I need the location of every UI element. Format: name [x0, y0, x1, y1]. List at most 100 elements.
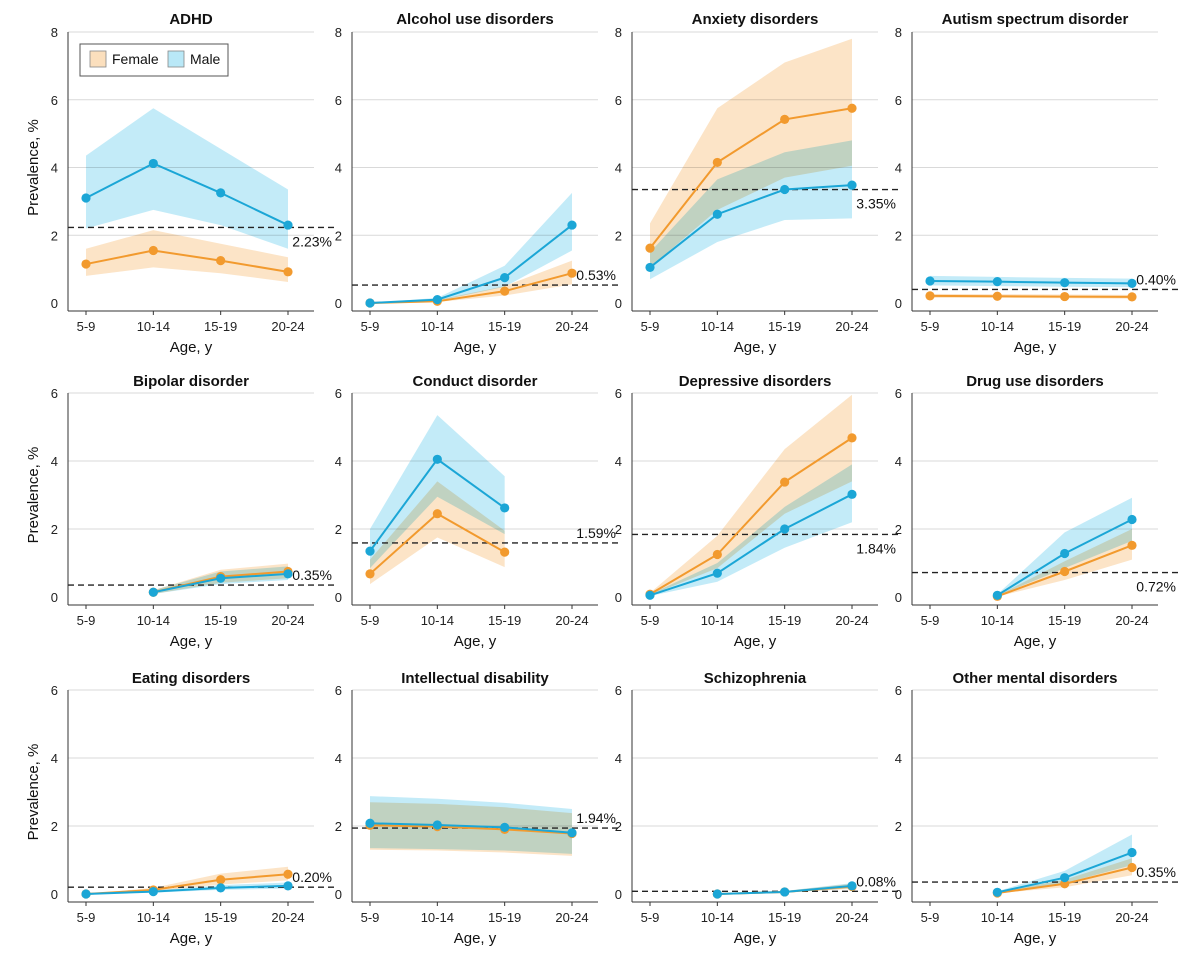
panel-other-mental-disorders: 0 2 4 6 5-9 10-14 15-19 20-24 Age, y Other mental… — [895, 670, 1180, 947]
female-ci-band — [650, 394, 852, 596]
y-tick-label: 2 — [615, 819, 622, 834]
y-tick-label: 0 — [51, 887, 58, 902]
female-data-point — [780, 114, 790, 124]
panel-title: Depressive disorders — [679, 373, 832, 390]
y-tick-label: 8 — [335, 25, 342, 40]
female-series-line — [649, 437, 853, 596]
legend-label-female: Female — [112, 51, 159, 67]
y-tick-label: 4 — [895, 161, 902, 176]
overall-prevalence-label: 0.40% — [1136, 271, 1176, 287]
x-axis-title: Age, y — [170, 930, 213, 947]
y-tick-label: 6 — [51, 683, 58, 698]
x-tick-label: 10-14 — [421, 613, 454, 628]
male-data-point — [283, 569, 293, 579]
x-tick-label: 5-9 — [77, 910, 96, 925]
female-data-point — [283, 869, 293, 879]
x-axis-title: Age, y — [454, 930, 497, 947]
panel-title: Conduct disorder — [412, 373, 537, 390]
y-tick-label: 4 — [335, 751, 342, 766]
y-tick-label: 4 — [615, 161, 622, 176]
x-tick-label: 10-14 — [701, 319, 734, 334]
y-tick-label: 0 — [895, 590, 902, 605]
x-tick-label: 15-19 — [204, 319, 237, 334]
panel-drug-use-disorders: 0 2 4 6 5-9 10-14 15-19 20-24 Age, y Drug use dis… — [895, 373, 1180, 650]
female-ci-band — [370, 260, 572, 303]
male-series-line — [369, 224, 573, 304]
male-data-point — [712, 209, 722, 219]
male-series-line — [929, 279, 1133, 285]
female-data-point — [283, 267, 293, 277]
male-ci-band — [650, 140, 852, 280]
male-data-point — [216, 573, 226, 583]
male-data-point — [567, 220, 577, 230]
x-tick-label: 5-9 — [921, 319, 940, 334]
overall-prevalence-label: 1.59% — [576, 525, 616, 541]
x-tick-label: 10-14 — [981, 910, 1014, 925]
male-data-point — [1060, 548, 1070, 559]
x-tick-label: 10-14 — [421, 910, 454, 925]
x-tick-label: 5-9 — [921, 910, 940, 925]
y-tick-label: 6 — [335, 93, 342, 108]
x-tick-label: 15-19 — [1048, 613, 1081, 628]
male-data-point — [780, 524, 790, 534]
x-tick-label: 20-24 — [555, 319, 588, 334]
male-data-point — [148, 587, 158, 597]
overall-prevalence-label: 0.35% — [1136, 864, 1176, 880]
y-tick-label: 6 — [615, 386, 622, 401]
x-tick-label: 15-19 — [1048, 319, 1081, 334]
x-tick-label: 5-9 — [641, 910, 660, 925]
y-tick-label: 0 — [895, 296, 902, 311]
female-data-point — [365, 569, 375, 579]
y-tick-label: 2 — [51, 819, 58, 834]
y-tick-label: 6 — [895, 93, 902, 108]
overall-prevalence-label: 0.08% — [856, 873, 896, 889]
y-tick-label: 4 — [335, 454, 342, 469]
female-data-point — [216, 256, 226, 266]
x-tick-label: 10-14 — [137, 319, 170, 334]
x-tick-label: 20-24 — [555, 613, 588, 628]
male-data-point — [1060, 873, 1070, 883]
overall-prevalence-label: 0.53% — [576, 267, 616, 283]
x-tick-label: 20-24 — [1115, 319, 1148, 334]
x-axis-title: Age, y — [734, 633, 777, 650]
male-data-point — [1127, 847, 1137, 858]
x-tick-label: 5-9 — [361, 613, 380, 628]
y-tick-label: 4 — [51, 751, 58, 766]
y-tick-label: 4 — [51, 454, 58, 469]
y-tick-label: 4 — [335, 161, 342, 176]
panel-title: Autism spectrum disorder — [942, 11, 1129, 28]
x-tick-label: 5-9 — [77, 319, 96, 334]
female-ci-band — [370, 481, 505, 585]
y-tick-label: 0 — [615, 590, 622, 605]
y-tick-label: 4 — [895, 751, 902, 766]
male-data-point — [500, 822, 510, 832]
x-tick-label: 15-19 — [204, 613, 237, 628]
x-tick-label: 10-14 — [137, 613, 170, 628]
y-tick-label: 8 — [51, 25, 58, 40]
panel-title: Bipolar disorder — [133, 373, 249, 390]
panel-conduct-disorder: 0 2 4 6 5-9 10-14 15-19 20-24 Age, y Conduct diso… — [335, 373, 620, 650]
y-tick-label: 6 — [51, 93, 58, 108]
x-axis-title: Age, y — [734, 339, 777, 356]
male-data-point — [283, 881, 293, 891]
panel-title: ADHD — [169, 11, 212, 28]
male-data-point — [1127, 278, 1137, 288]
female-data-point — [712, 157, 722, 168]
female-data-point — [148, 245, 158, 256]
y-tick-label: 6 — [615, 683, 622, 698]
male-series-line — [369, 822, 573, 834]
y-tick-label: 6 — [895, 683, 902, 698]
x-tick-label: 20-24 — [271, 319, 304, 334]
x-axis-title: Age, y — [1014, 339, 1057, 356]
overall-prevalence-label: 1.84% — [856, 540, 896, 556]
female-series-line — [369, 824, 573, 835]
x-tick-label: 5-9 — [641, 319, 660, 334]
x-tick-label: 15-19 — [768, 910, 801, 925]
male-data-point — [567, 828, 577, 838]
x-tick-label: 20-24 — [835, 319, 868, 334]
male-series-line — [649, 493, 853, 597]
male-series-line — [85, 884, 289, 895]
y-axis-title: Prevalence, % — [25, 447, 42, 544]
legend-swatch-female — [89, 50, 107, 68]
